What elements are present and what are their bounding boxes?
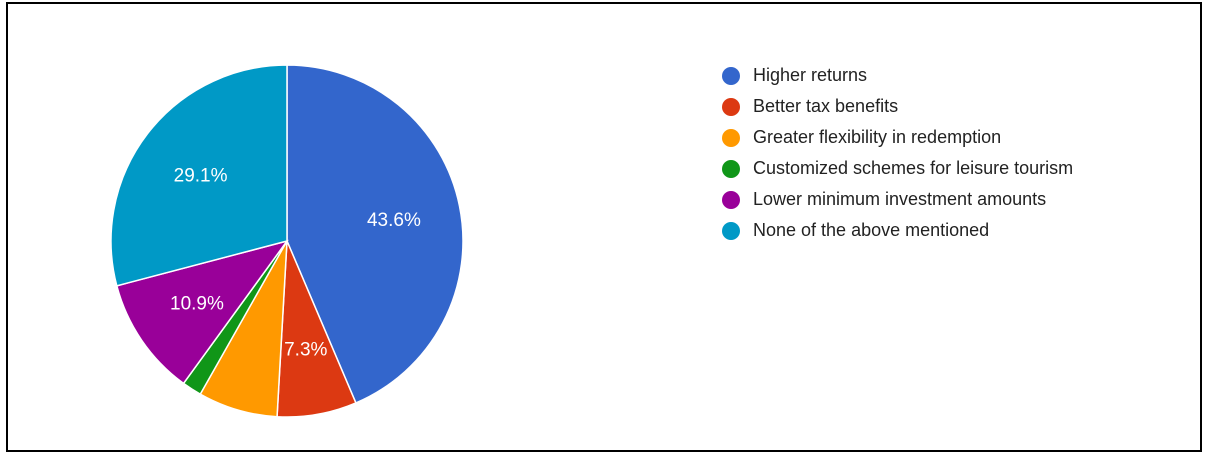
legend-item-customized-schemes[interactable]: Customized schemes for leisure tourism: [722, 153, 1073, 184]
data-label-higher-returns: 43.6%: [367, 210, 421, 231]
legend-swatch: [722, 66, 740, 85]
legend-swatch: [722, 97, 740, 116]
data-label-none-of-the-above-mentioned: 29.1%: [174, 165, 228, 186]
legend-label: Lower minimum investment amounts: [753, 189, 1047, 209]
pie-data-labels: 43.6% 7.3% 10.9% 29.1%: [170, 165, 421, 360]
legend-label: Higher returns: [753, 65, 868, 85]
pie-slices: [110, 64, 464, 418]
pie-slice-lower-minimum-investment-amounts[interactable]: [115, 239, 289, 385]
legend-swatch: [722, 190, 740, 209]
legend-swatch: [722, 159, 740, 178]
legend-label: None of the above mentioned: [753, 220, 990, 240]
legend-item-better-tax-benefits[interactable]: Better tax benefits: [722, 91, 1073, 122]
data-label-lower-minimum-investment-amounts: 10.9%: [170, 294, 224, 315]
legend-item-lower-minimum-investment[interactable]: Lower minimum investment amounts: [722, 184, 1073, 215]
legend-swatch: [722, 128, 740, 147]
data-label-better-tax-benefits: 7.3%: [284, 339, 327, 360]
legend-item-higher-returns[interactable]: Higher returns: [722, 60, 1073, 91]
pie-chart: 43.6% 7.3% 10.9% 29.1%: [110, 64, 464, 418]
chart-legend: Higher returns Better tax benefits Great…: [722, 60, 1073, 246]
legend-label: Greater flexibility in redemption: [753, 127, 1002, 147]
legend-label: Better tax benefits: [753, 96, 899, 116]
pie-slice-none-of-the-above-mentioned[interactable]: [110, 64, 288, 287]
pie-slice-higher-returns[interactable]: [286, 64, 464, 404]
legend-label: Customized schemes for leisure tourism: [753, 158, 1074, 178]
legend-swatch: [722, 221, 740, 240]
legend-item-greater-flexibility[interactable]: Greater flexibility in redemption: [722, 122, 1073, 153]
legend-item-none-of-the-above[interactable]: None of the above mentioned: [722, 215, 1073, 246]
